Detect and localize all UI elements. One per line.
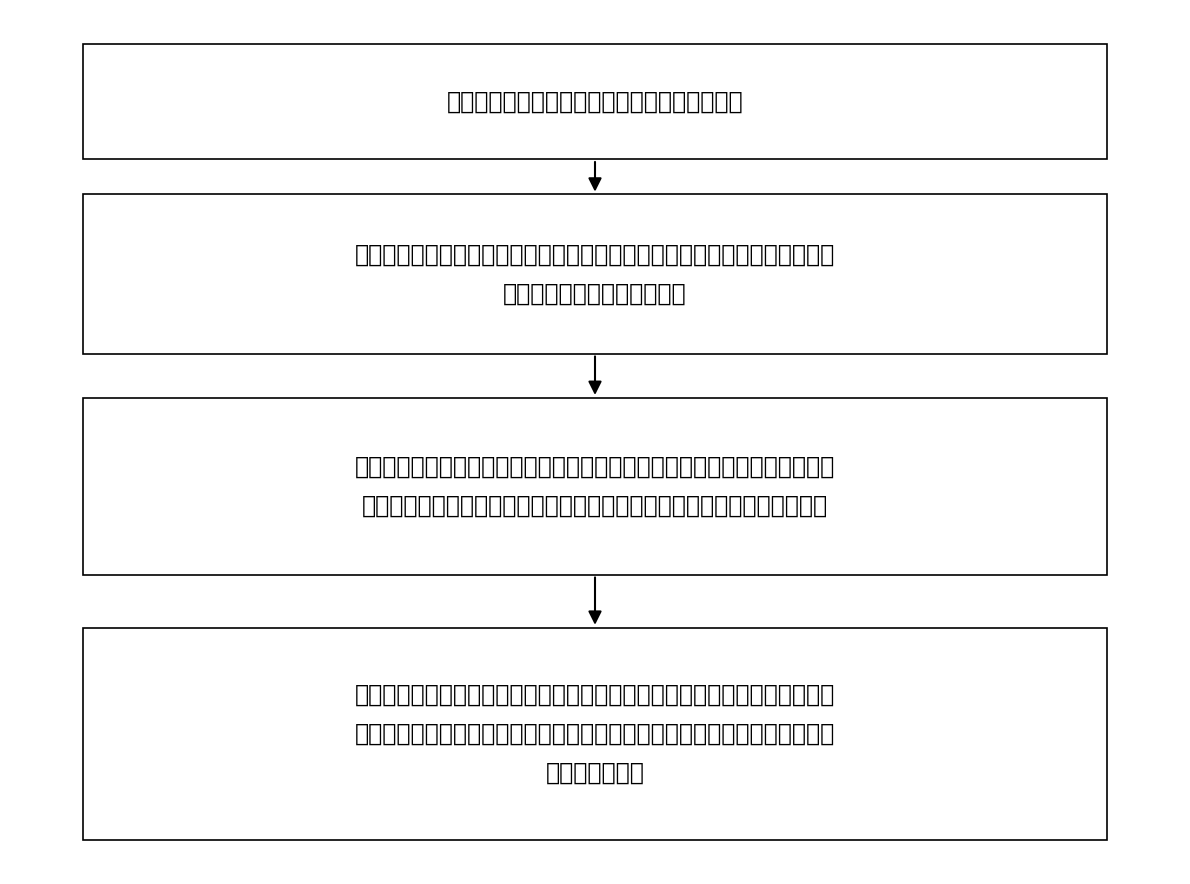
Bar bbox=[83, 44, 1107, 159]
Text: 基于疏散场景的二维模型以及融合避障策略的社会力模型，获取所有可利用的
疏散路径，形成疏散路径集合: 基于疏散场景的二维模型以及融合避障策略的社会力模型，获取所有可利用的 疏散路径，… bbox=[355, 242, 835, 306]
Bar bbox=[83, 194, 1107, 354]
Text: 提取疏散场景的特征，得到疏散场景的二维模型: 提取疏散场景的特征，得到疏散场景的二维模型 bbox=[446, 89, 744, 114]
Bar bbox=[83, 628, 1107, 840]
Text: 根据人群中每个个体对疏散路径集合中所有路径的评估值来构建轮盘赌，采用
基于轮盘赌的伪随机选择策略和稳定因子来选择最佳疏散路径，从而实现人群
疏散过程的仿真: 根据人群中每个个体对疏散路径集合中所有路径的评估值来构建轮盘赌，采用 基于轮盘赌… bbox=[355, 682, 835, 785]
Text: 将疏散路径集合内的所有路径进行离散化操作，实时计算人群分布程度以及路
径阻塞程度信息，得到人群中每个个体对疏散路径集合中所有路径的评估值: 将疏散路径集合内的所有路径进行离散化操作，实时计算人群分布程度以及路 径阻塞程度… bbox=[355, 454, 835, 518]
Bar bbox=[83, 398, 1107, 575]
